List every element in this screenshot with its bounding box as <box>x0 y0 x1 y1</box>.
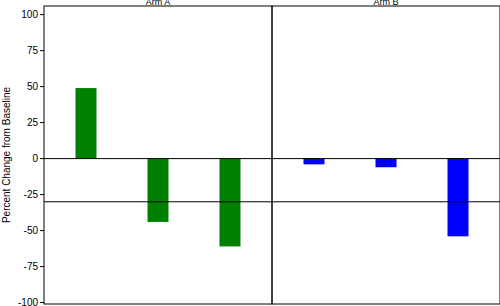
bar <box>448 159 469 237</box>
bar <box>376 159 397 168</box>
y-tick <box>40 122 44 123</box>
y-tick-label: 50 <box>27 81 39 92</box>
reference-line <box>44 158 272 159</box>
y-tick-label: -25 <box>24 189 39 200</box>
y-tick-label: 100 <box>21 9 38 20</box>
chart: Arm A -100 -75 -50 -25 0 25 50 75 100 Percent Chan… <box>0 0 500 306</box>
bars <box>44 88 272 246</box>
panel-title: Arm B <box>373 0 398 7</box>
y-tick-label: -75 <box>24 261 39 272</box>
bars <box>272 159 500 237</box>
reference-line <box>44 201 272 202</box>
y-tick <box>40 14 44 15</box>
y-tick <box>40 230 44 231</box>
y-tick <box>40 86 44 87</box>
panel-frame <box>44 6 272 304</box>
y-tick-label: 0 <box>32 153 38 164</box>
bar <box>304 159 325 165</box>
y-tick <box>40 50 44 51</box>
y-axis-label: Percent Change from Baseline <box>1 86 12 223</box>
y-tick-label: -50 <box>24 225 39 236</box>
y-tick <box>40 302 44 303</box>
y-tick-label: -100 <box>18 297 38 306</box>
y-tick <box>40 194 44 195</box>
y-tick-label: 25 <box>27 117 39 128</box>
bar <box>76 88 97 159</box>
panel-frame <box>272 6 500 304</box>
y-tick <box>40 266 44 267</box>
bar <box>220 159 241 247</box>
panel-title: Arm A <box>146 0 171 7</box>
bar <box>148 159 169 222</box>
y-tick-label: 75 <box>27 45 39 56</box>
y-tick <box>40 158 44 159</box>
reference-line <box>272 201 500 202</box>
reference-line <box>272 158 500 159</box>
